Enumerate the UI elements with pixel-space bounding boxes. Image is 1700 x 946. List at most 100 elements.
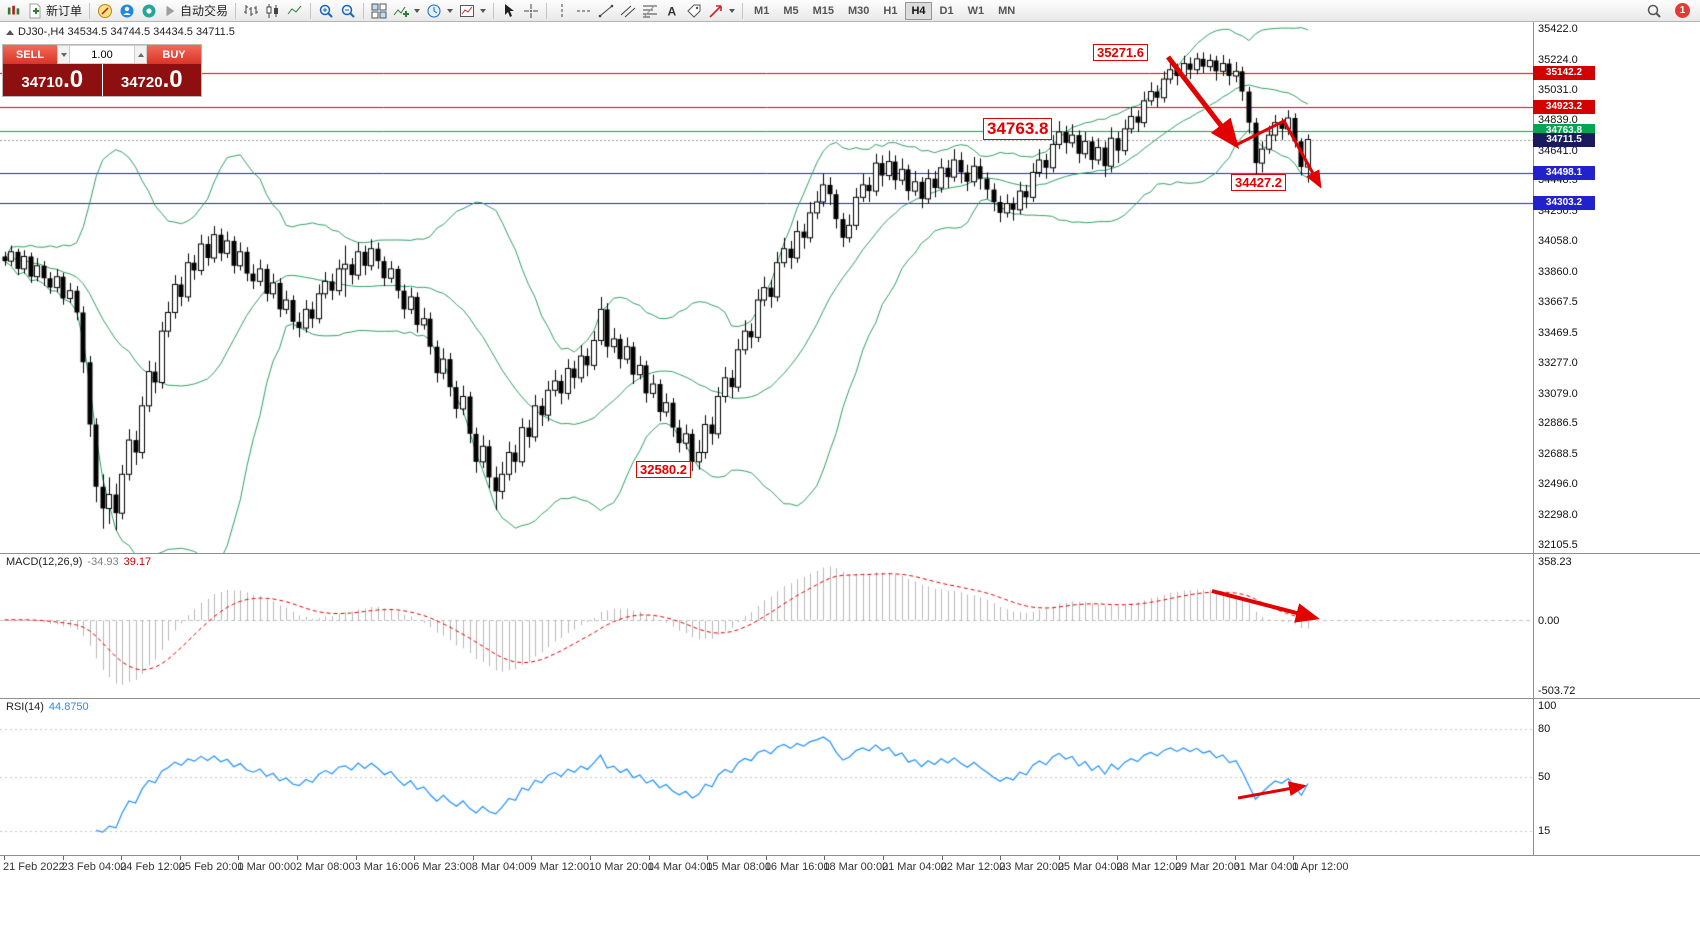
zoom-in-icon[interactable] xyxy=(315,1,337,21)
time-axis-tick xyxy=(531,856,533,860)
sell-price-fraction: .0 xyxy=(63,66,84,93)
price-axis-label: 34641.0 xyxy=(1538,144,1578,157)
price-annotation[interactable]: 34763.8 xyxy=(983,118,1053,140)
chart-window: DJ30-,H4 34534.5 34744.5 34434.5 34711.5… xyxy=(0,22,1700,946)
price-axis-label: 34839.0 xyxy=(1538,113,1578,126)
sell-price-button[interactable]: 34710.0 xyxy=(3,64,102,96)
price-level-tag: 34711.5 xyxy=(1533,132,1595,147)
community-icon[interactable] xyxy=(138,1,160,21)
periods-button[interactable] xyxy=(423,1,456,21)
price-annotation[interactable]: 32580.2 xyxy=(636,461,691,478)
macd-axis-label: 0.00 xyxy=(1538,614,1560,627)
buy-price-button[interactable]: 34720.0 xyxy=(102,64,201,96)
time-axis-separator xyxy=(0,855,1700,856)
channel-tool-icon[interactable] xyxy=(617,1,639,21)
candlestick-mode-icon[interactable] xyxy=(262,1,284,21)
zoom-out-icon[interactable] xyxy=(337,1,359,21)
panel-separator[interactable] xyxy=(0,553,1700,554)
timeframe-button-H4[interactable]: H4 xyxy=(905,1,932,20)
sell-price: 34710 xyxy=(21,74,64,91)
rsi-panel-canvas[interactable] xyxy=(0,698,1533,855)
rsi-name: RSI(14) xyxy=(6,701,44,713)
toolbar: 新订单 自动交易 xyxy=(0,0,1700,22)
price-axis-label: 32688.5 xyxy=(1538,448,1578,461)
text-tool-icon[interactable]: A xyxy=(661,1,683,21)
timeframe-button-M15[interactable]: M15 xyxy=(812,4,834,17)
price-level-tag: 34303.2 xyxy=(1533,196,1595,211)
timeframe-button-W1[interactable]: W1 xyxy=(967,4,985,17)
horizontal-line-tool-icon[interactable] xyxy=(573,1,595,21)
price-axis-label: 34058.0 xyxy=(1538,235,1578,248)
price-axis-label: 33667.5 xyxy=(1538,295,1578,308)
label-tool-icon[interactable] xyxy=(683,1,705,21)
volume-input[interactable] xyxy=(70,45,134,64)
chevron-down-icon xyxy=(729,8,736,13)
time-axis-tick xyxy=(824,856,826,860)
rsi-axis-label: 80 xyxy=(1538,723,1551,736)
time-axis-tick xyxy=(355,856,357,860)
timeframe-button-M30[interactable]: M30 xyxy=(848,4,870,17)
time-axis-label: 16 Mar 16:00 xyxy=(764,861,830,873)
notification-badge[interactable]: 1 xyxy=(1675,3,1690,18)
time-axis-label: 15 Mar 08:00 xyxy=(706,861,772,873)
symbol-title: DJ30-,H4 34534.5 34744.5 34434.5 34711.5 xyxy=(18,26,235,38)
main-chart-canvas[interactable] xyxy=(0,22,1533,553)
arrow-shape-icon xyxy=(709,4,722,18)
shapes-tool-button[interactable] xyxy=(705,1,738,21)
buy-button[interactable]: BUY xyxy=(147,45,201,64)
indicators-icon xyxy=(393,6,410,17)
indicators-button[interactable] xyxy=(390,1,423,21)
tile-windows-icon[interactable] xyxy=(368,1,390,21)
compass-icon[interactable] xyxy=(94,1,116,21)
time-axis-tick xyxy=(1000,856,1002,860)
clock-icon xyxy=(427,4,441,17)
volume-decrease-button[interactable] xyxy=(57,45,70,64)
volume-increase-button[interactable] xyxy=(134,45,147,64)
one-click-trading-panel: SELL BUY 34710.0 34720.0 xyxy=(2,44,202,97)
macd-panel-canvas[interactable] xyxy=(0,553,1533,698)
chevron-down-icon xyxy=(414,8,421,13)
time-axis-tick xyxy=(883,856,884,860)
time-axis-label: 31 Mar 04:00 xyxy=(1233,861,1299,873)
auto-trading-button[interactable]: 自动交易 xyxy=(160,1,231,21)
rsi-value: 44.8750 xyxy=(48,701,89,713)
timeframe-button-MN[interactable]: MN xyxy=(998,4,1016,17)
macd-name: MACD(12,26,9) xyxy=(6,556,83,568)
time-axis-tick xyxy=(1293,856,1295,860)
price-level-tag: 34498.1 xyxy=(1533,165,1595,180)
vertical-line-tool-icon[interactable] xyxy=(551,1,573,21)
timeframe-button-H1[interactable]: H1 xyxy=(883,4,898,17)
time-axis-tick xyxy=(121,856,123,860)
toolbar-separator xyxy=(235,2,237,19)
timeframe-button-M1[interactable]: M1 xyxy=(754,4,770,17)
search-icon[interactable] xyxy=(1643,1,1665,21)
line-chart-mode-icon[interactable] xyxy=(284,1,306,21)
price-annotation[interactable]: 35271.6 xyxy=(1093,44,1148,61)
svg-text:A: A xyxy=(668,4,677,18)
timeframe-button-D1[interactable]: D1 xyxy=(939,4,954,17)
time-axis-tick xyxy=(1058,856,1060,860)
trendline-tool-icon[interactable] xyxy=(595,1,617,21)
cursor-tool-icon[interactable] xyxy=(498,1,520,21)
toolbar-separator xyxy=(363,2,365,19)
panel-separator[interactable] xyxy=(0,698,1700,699)
new-order-button[interactable]: 新订单 xyxy=(24,1,85,21)
auto-trading-icon xyxy=(166,5,175,16)
template-icon xyxy=(460,4,475,17)
crosshair-tool-icon[interactable] xyxy=(520,1,542,21)
one-click-collapse-icon[interactable] xyxy=(6,29,14,35)
timeframe-button-M5[interactable]: M5 xyxy=(783,4,799,17)
bar-chart-mode-icon[interactable] xyxy=(240,1,262,21)
time-axis-label: 1 Apr 12:00 xyxy=(1292,861,1349,873)
template-button[interactable] xyxy=(456,1,489,21)
new-order-icon xyxy=(29,3,41,18)
fibonacci-tool-icon[interactable] xyxy=(639,1,661,21)
profile-icon[interactable] xyxy=(116,1,138,21)
sell-button[interactable]: SELL xyxy=(3,45,57,64)
price-annotation[interactable]: 34427.2 xyxy=(1231,174,1286,191)
price-axis-label: 35224.0 xyxy=(1538,53,1578,66)
toolbar-separator xyxy=(546,2,548,19)
timeframe-buttons: M1 M5 M15 M30 H1 H4 D1 W1 MN xyxy=(747,1,1022,20)
price-level-tag: 35142.2 xyxy=(1533,65,1595,80)
